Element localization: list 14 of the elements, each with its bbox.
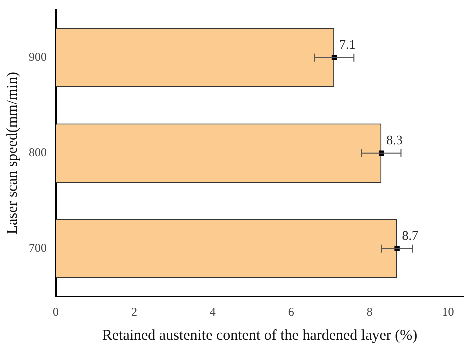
y-tick-label: 800 (29, 146, 47, 160)
y-axis-title: Laser scan speed(mm/min) (4, 72, 21, 235)
data-label: 7.1 (340, 36, 356, 52)
x-tick-label: 6 (288, 304, 294, 319)
y-tick-label: 700 (29, 241, 47, 256)
x-tick-label: 4 (210, 304, 216, 319)
x-tick-label: 0 (53, 304, 59, 319)
x-axis-title: Retained austenite content of the hardened layer (%) (102, 328, 418, 344)
x-tick-label: 2 (131, 304, 138, 319)
x-tick-label: 10 (442, 304, 454, 319)
x-tick-label: 8 (366, 304, 373, 319)
y-tick-label: 900 (29, 50, 47, 64)
data-label: 8.7 (402, 228, 420, 243)
data-label: 8.3 (386, 132, 403, 148)
